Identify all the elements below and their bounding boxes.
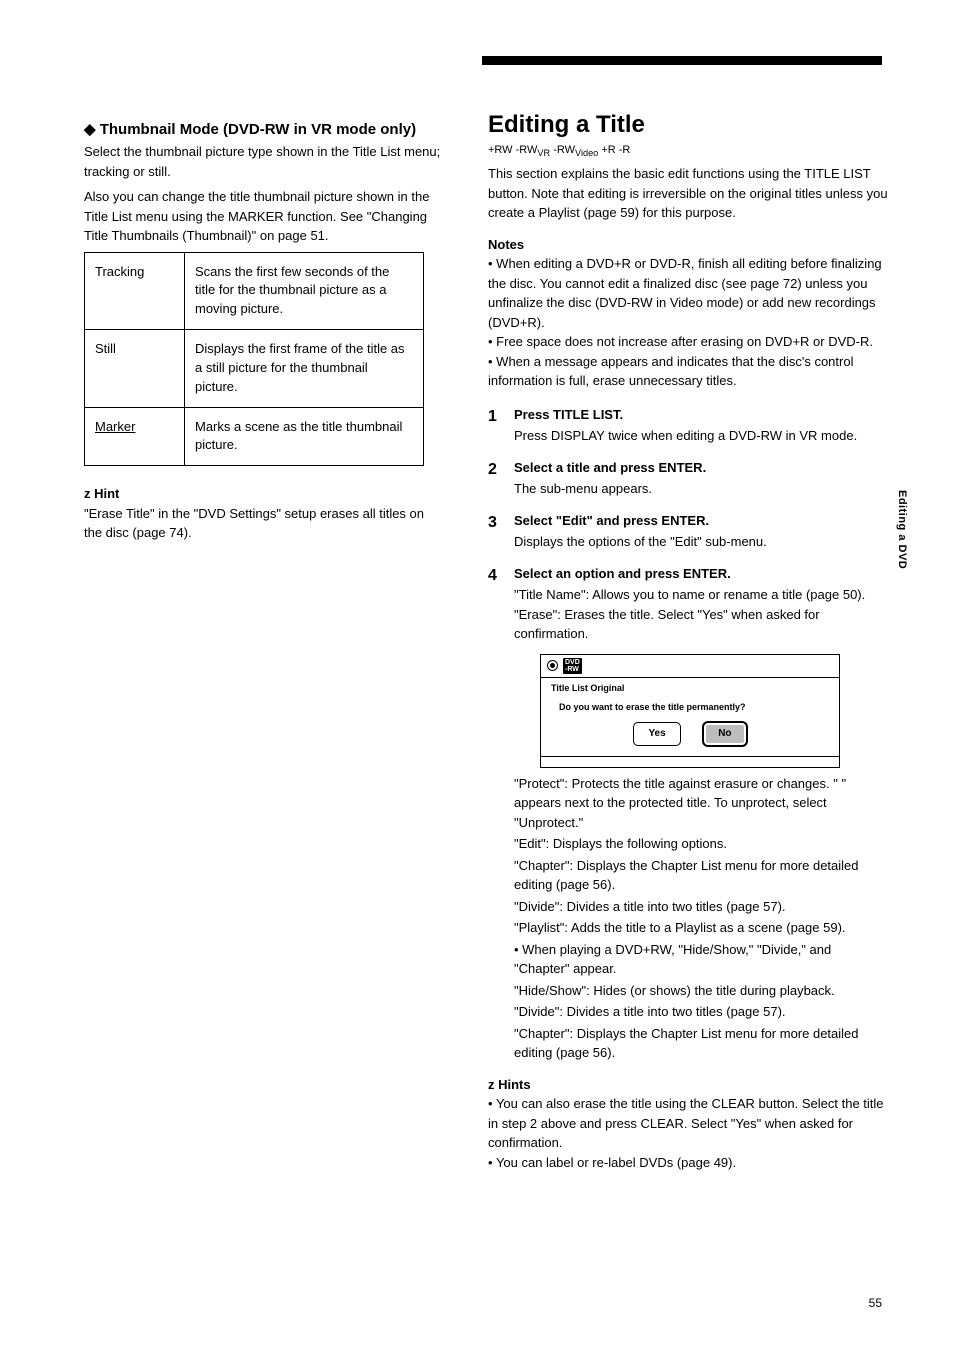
tracking-desc: Also you can change the title thumbnail … <box>84 187 444 246</box>
hint-label: z Hint <box>84 486 119 501</box>
cell-key: Still <box>85 330 185 408</box>
disc-badges: +RW -RWVR -RWVideo +R -R <box>488 144 888 158</box>
cell-val: Marks a scene as the title thumbnail pic… <box>185 407 424 466</box>
side-tab: Editing a DVD <box>896 490 908 569</box>
note-1: • When editing a DVD+R or DVD-R, finish … <box>488 254 888 332</box>
after-dialog-3: "Chapter": Displays the Chapter List men… <box>514 856 888 895</box>
after-dialog-2: "Edit": Displays the following options. <box>514 834 888 854</box>
page-number: 55 <box>869 1296 882 1310</box>
thumbnail-options-table: Tracking Scans the first few seconds of … <box>84 252 424 467</box>
header-rule <box>482 56 882 65</box>
yes-button[interactable]: Yes <box>633 722 680 746</box>
cell-val: Scans the first few seconds of the title… <box>185 252 424 330</box>
after-dialog-1: "Protect": Protects the title against er… <box>514 774 888 833</box>
after-dialog-4: "Divide": Divides a title into two title… <box>514 897 888 917</box>
dialog-title-bar: DVD-RW <box>541 655 839 678</box>
table-row: Still Displays the first frame of the ti… <box>85 330 424 408</box>
after-dialog-9: "Chapter": Displays the Chapter List men… <box>514 1024 888 1063</box>
section-title: Editing a Title <box>488 110 888 140</box>
hints-label: z Hints <box>488 1075 888 1095</box>
steps-list: Press TITLE LIST. Press DISPLAY twice wh… <box>488 405 888 1063</box>
after-dialog-8: "Divide": Divides a title into two title… <box>514 1002 888 1022</box>
after-dialog-7: "Hide/Show": Hides (or shows) the title … <box>514 981 888 1001</box>
dialog-message: Do you want to erase the title permanent… <box>559 701 821 714</box>
intro-text: Select the thumbnail picture type shown … <box>84 142 444 181</box>
step-1: Press TITLE LIST. Press DISPLAY twice wh… <box>488 405 888 446</box>
table-row: Marker Marks a scene as the title thumbn… <box>85 407 424 466</box>
disc-icon <box>547 660 558 671</box>
step-4: Select an option and press ENTER. "Title… <box>488 564 888 1063</box>
cell-key: Tracking <box>85 252 185 330</box>
cell-key: Marker <box>85 407 185 466</box>
step-3: Select "Edit" and press ENTER. Displays … <box>488 511 888 552</box>
hint-bullet-1: • You can also erase the title using the… <box>488 1094 888 1153</box>
after-dialog-5: "Playlist": Adds the title to a Playlist… <box>514 918 888 938</box>
thumbnail-mode-heading: ◆ Thumbnail Mode (DVD-RW in VR mode only… <box>84 120 444 138</box>
dialog-footer <box>541 756 839 767</box>
cell-val: Displays the first frame of the title as… <box>185 330 424 408</box>
dvd-rw-badge: DVD-RW <box>563 658 582 674</box>
hint-text: "Erase Title" in the "DVD Settings" setu… <box>84 506 424 541</box>
left-column: ◆ Thumbnail Mode (DVD-RW in VR mode only… <box>84 110 444 543</box>
hint-bullet-2: • You can label or re-label DVDs (page 4… <box>488 1153 888 1173</box>
table-row: Tracking Scans the first few seconds of … <box>85 252 424 330</box>
dialog-title-text: Title List Original <box>541 678 839 698</box>
intro-paragraph: This section explains the basic edit fun… <box>488 164 888 223</box>
right-column: Editing a Title +RW -RWVR -RWVideo +R -R… <box>488 110 888 1172</box>
after-dialog-6: • When playing a DVD+RW, "Hide/Show," "D… <box>514 940 888 979</box>
hint-block: z Hint "Erase Title" in the "DVD Setting… <box>84 484 444 543</box>
confirm-dialog: DVD-RW Title List Original Do you want t… <box>540 654 840 768</box>
step-2: Select a title and press ENTER. The sub-… <box>488 458 888 499</box>
note-3: • When a message appears and indicates t… <box>488 352 888 391</box>
notes-label: Notes <box>488 235 888 255</box>
note-2: • Free space does not increase after era… <box>488 332 888 352</box>
no-button[interactable]: No <box>703 722 746 746</box>
